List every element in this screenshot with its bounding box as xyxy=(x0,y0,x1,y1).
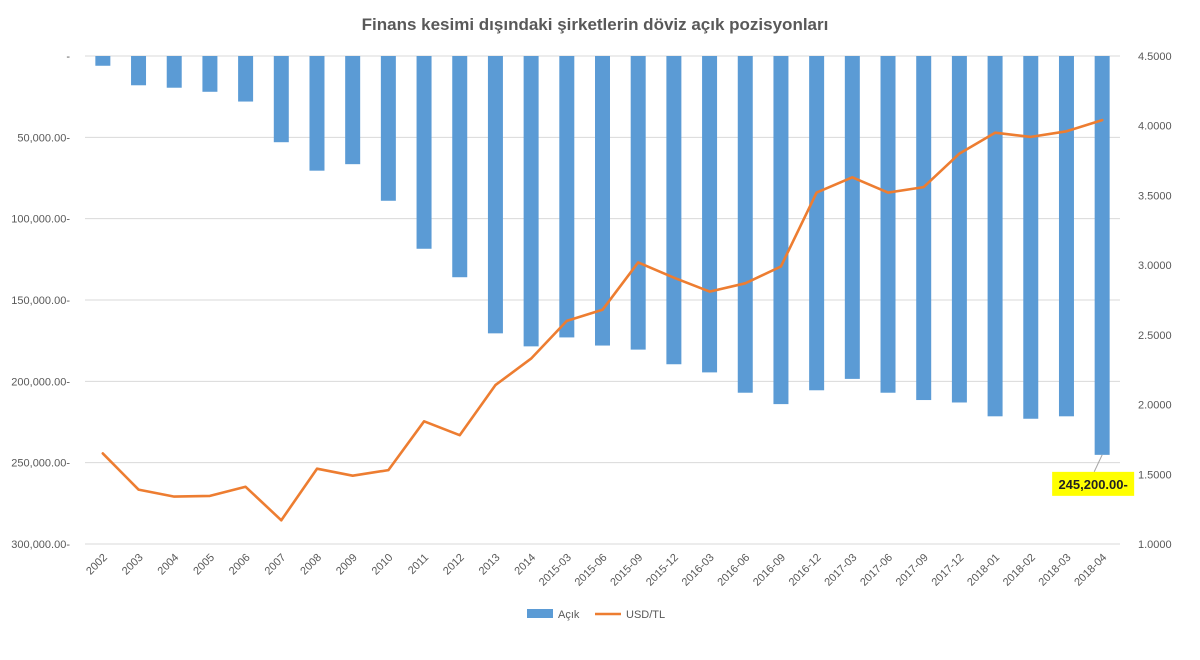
bar xyxy=(880,56,896,393)
x-tick-label: 2002 xyxy=(84,552,110,578)
x-tick-label: 2016-03 xyxy=(680,552,717,589)
left-tick-label: 200,000.00- xyxy=(11,376,70,388)
x-tick-label: 2007 xyxy=(263,552,289,578)
x-tick-label: 2003 xyxy=(120,552,146,578)
left-tick-label: 150,000.00- xyxy=(11,295,70,307)
legend: Açık USD/TL xyxy=(527,609,665,621)
bar xyxy=(345,56,361,165)
x-tick-label: 2015-09 xyxy=(608,552,645,589)
bar xyxy=(630,56,646,350)
chart-title: Finans kesimi dışındaki şirketlerin dövi… xyxy=(362,15,829,34)
left-tick-label: - xyxy=(66,51,70,63)
x-tick-label: 2016-06 xyxy=(715,552,752,589)
x-tick-label: 2014 xyxy=(512,552,538,578)
left-tick-label: 250,000.00- xyxy=(11,458,70,470)
line-series-usdtl xyxy=(101,118,1104,522)
right-axis: 1.0000 1.5000 2.0000 2.5000 3.0000 3.5000 4.00… xyxy=(1138,51,1172,551)
x-tick-label: 2017-03 xyxy=(822,552,859,589)
bar-series-acik xyxy=(95,56,1110,455)
bar xyxy=(273,56,289,143)
bar xyxy=(523,56,539,347)
x-tick-label: 2018-04 xyxy=(1072,552,1109,589)
legend-label-usdtl: USD/TL xyxy=(626,609,665,621)
bar xyxy=(809,56,825,391)
x-tick-label: 2018-02 xyxy=(1001,552,1038,589)
bar xyxy=(202,56,218,92)
bar xyxy=(773,56,789,405)
bar xyxy=(131,56,147,86)
right-tick-label: 4.5000 xyxy=(1138,51,1172,63)
bar xyxy=(1094,56,1110,455)
right-tick-label: 1.5000 xyxy=(1138,469,1172,481)
bar xyxy=(166,56,182,88)
x-tick-label: 2015-12 xyxy=(644,552,681,589)
bar xyxy=(916,56,932,401)
usdtl-line xyxy=(101,118,1104,522)
bar xyxy=(238,56,254,102)
legend-swatch-acik xyxy=(527,609,553,618)
x-tick-label: 2018-01 xyxy=(965,552,1002,589)
x-tick-label: 2011 xyxy=(406,552,431,577)
right-tick-label: 3.5000 xyxy=(1138,190,1172,202)
bar xyxy=(487,56,503,334)
x-tick-label: 2017-12 xyxy=(929,552,966,589)
x-tick-label: 2017-06 xyxy=(858,552,895,589)
bar xyxy=(1058,56,1074,417)
x-tick-label: 2013 xyxy=(477,552,503,578)
bar xyxy=(987,56,1003,417)
bar xyxy=(380,56,396,201)
x-tick-label: 2016-09 xyxy=(751,552,788,589)
right-tick-label: 1.0000 xyxy=(1138,539,1172,551)
callout-label: 245,200.00- xyxy=(1058,477,1127,492)
x-tick-label: 2016-12 xyxy=(787,552,824,589)
x-axis: 2002 2003 2004 2005 2006 2007 2008 2009 2010 2011… xyxy=(84,543,1120,589)
right-tick-label: 2.5000 xyxy=(1138,330,1172,342)
x-tick-label: 2017-09 xyxy=(894,552,931,589)
bar xyxy=(666,56,682,365)
x-tick-label: 2005 xyxy=(191,552,217,578)
bar xyxy=(309,56,325,171)
x-tick-label: 2009 xyxy=(334,552,360,578)
left-tick-label: 300,000.00- xyxy=(11,539,70,551)
bar xyxy=(1023,56,1039,419)
right-tick-label: 2.0000 xyxy=(1138,400,1172,412)
x-tick-label: 2010 xyxy=(370,552,396,578)
x-tick-label: 2008 xyxy=(298,552,324,578)
value-callout: 245,200.00- xyxy=(1052,454,1135,496)
callout-box xyxy=(1052,471,1135,496)
right-tick-label: 4.0000 xyxy=(1138,121,1172,133)
bar xyxy=(452,56,468,278)
bar xyxy=(559,56,575,338)
bar xyxy=(95,56,111,66)
bar xyxy=(595,56,610,346)
bar xyxy=(702,56,718,373)
bar xyxy=(737,56,753,393)
left-tick-label: 50,000.00- xyxy=(17,132,70,144)
bar xyxy=(416,56,432,249)
right-tick-label: 3.0000 xyxy=(1138,260,1172,272)
bar xyxy=(951,56,967,403)
x-tick-label: 2015-06 xyxy=(573,552,610,589)
x-tick-label: 2015-03 xyxy=(537,552,574,589)
left-axis: - 50,000.00- 100,000.00- 150,000.00- 200,000… xyxy=(11,51,70,551)
bar xyxy=(844,56,860,379)
x-tick-label: 2012 xyxy=(441,552,467,578)
x-tick-label: 2004 xyxy=(156,552,182,578)
left-tick-label: 100,000.00- xyxy=(11,214,70,226)
callout-leader xyxy=(1093,454,1103,473)
x-tick-label: 2006 xyxy=(227,552,253,578)
x-tick-label: 2018-03 xyxy=(1037,552,1074,589)
legend-label-acik: Açık xyxy=(558,609,580,621)
